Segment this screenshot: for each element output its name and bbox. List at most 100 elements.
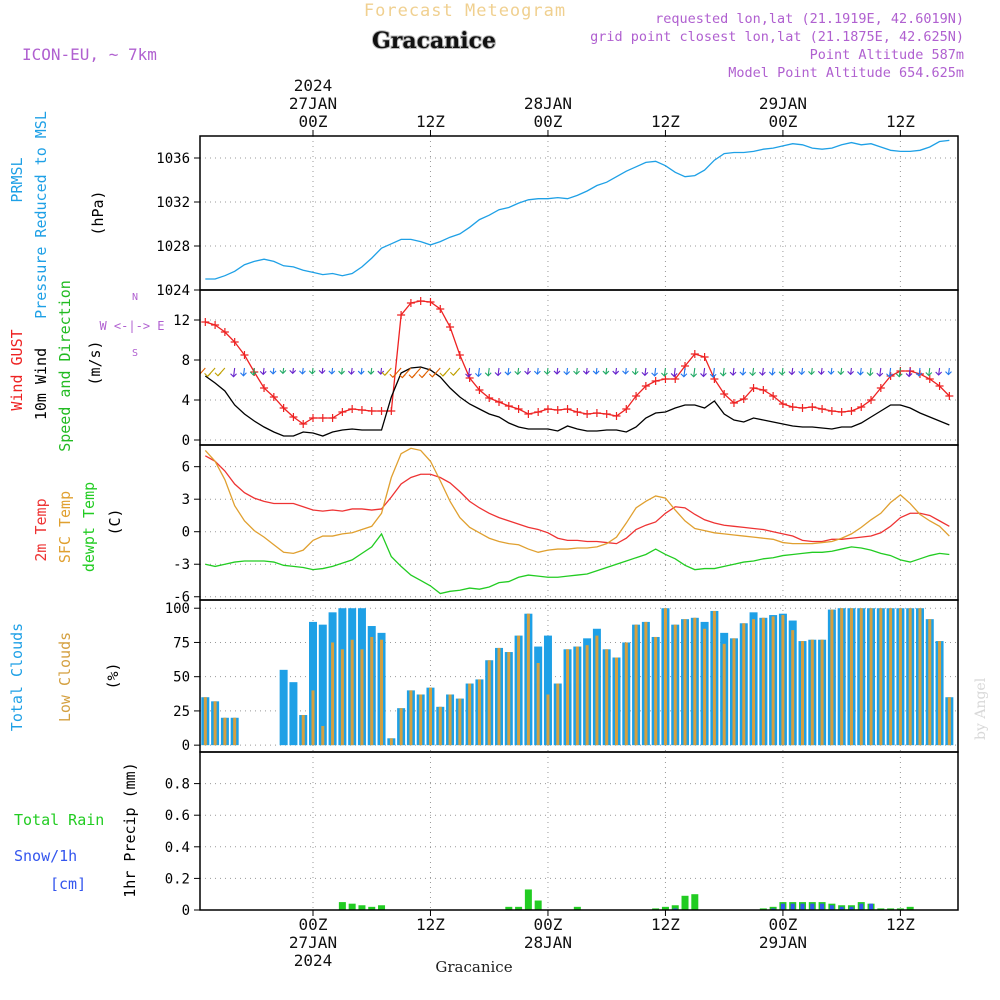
bar-low-cloud bbox=[918, 608, 922, 746]
ylabel-unit: (hPa) bbox=[89, 190, 107, 235]
wind-arrow bbox=[556, 367, 559, 375]
panel-pressure: 1024 1028 1032 1036 PRMSL Pressure Reduced to… bbox=[8, 111, 959, 319]
gust-marker bbox=[367, 407, 376, 415]
plot-area bbox=[200, 297, 954, 437]
gust-marker bbox=[808, 403, 817, 411]
bar-low-cloud bbox=[360, 649, 364, 746]
location-title: Gracanice bbox=[372, 28, 496, 54]
bar-low-cloud bbox=[605, 649, 609, 746]
wind-arrowhead bbox=[945, 371, 952, 376]
gust-marker bbox=[543, 405, 552, 413]
wind-arrowhead bbox=[690, 373, 698, 378]
gust-marker bbox=[201, 318, 210, 326]
gust-marker bbox=[357, 406, 366, 414]
plot-area bbox=[205, 139, 950, 280]
bar-total-cloud bbox=[309, 621, 317, 746]
time-label: 2024 bbox=[294, 76, 333, 95]
gust-marker bbox=[446, 323, 455, 331]
wind-arrowhead bbox=[935, 371, 943, 376]
bar-low-cloud bbox=[399, 708, 403, 746]
wind-arrow bbox=[467, 367, 471, 377]
ytick-label: 3 bbox=[182, 492, 190, 508]
gust-marker bbox=[240, 351, 249, 359]
wind-arrow bbox=[262, 367, 265, 375]
bar-low-cloud bbox=[663, 608, 667, 746]
wind-arrowhead bbox=[661, 372, 668, 377]
gust-marker bbox=[328, 414, 337, 422]
wind-arrowhead bbox=[837, 370, 845, 376]
bar-rain bbox=[661, 906, 669, 910]
bar-low-cloud bbox=[791, 630, 795, 746]
gust-marker bbox=[279, 404, 288, 412]
bar-rain bbox=[348, 903, 356, 910]
ytick-label: 0.6 bbox=[165, 808, 190, 824]
bar-low-cloud bbox=[644, 621, 648, 746]
bar-low-cloud bbox=[732, 638, 736, 746]
wind-arrow bbox=[732, 367, 735, 376]
time-label: 00Z bbox=[768, 915, 797, 934]
bar-snow bbox=[810, 903, 815, 910]
bar-low-cloud bbox=[340, 649, 344, 746]
bar-low-cloud bbox=[409, 690, 413, 746]
wind-arrowhead bbox=[367, 370, 375, 375]
gust-marker bbox=[318, 414, 327, 422]
wind-arrowhead bbox=[357, 370, 365, 375]
gust-marker bbox=[260, 384, 269, 392]
bar-rain bbox=[652, 908, 660, 910]
wind-arrowhead bbox=[866, 372, 874, 377]
series-line-prmsl bbox=[205, 139, 950, 280]
series-line-2m-temp bbox=[204, 455, 950, 545]
wind-arrow bbox=[869, 367, 872, 376]
wind-arrowhead bbox=[798, 370, 806, 376]
bar-snow bbox=[849, 906, 854, 910]
ytick-label: 12 bbox=[173, 313, 190, 329]
wind-arrowhead bbox=[847, 370, 855, 376]
gust-marker bbox=[602, 410, 611, 418]
gust-marker bbox=[935, 382, 944, 390]
bar-low-cloud bbox=[947, 697, 951, 746]
wind-arrowhead bbox=[612, 370, 620, 375]
bar-rain bbox=[887, 908, 895, 910]
wind-arrowhead bbox=[514, 370, 522, 376]
wind-arrow bbox=[673, 367, 676, 377]
wind-arrowhead bbox=[428, 373, 436, 378]
wind-arrowhead bbox=[484, 372, 492, 377]
bar-rain bbox=[358, 905, 366, 910]
gust-marker bbox=[220, 328, 229, 336]
ylabel-pressure: Pressure Reduced to MSL bbox=[32, 111, 50, 319]
gust-marker bbox=[348, 405, 357, 413]
gust-marker bbox=[641, 382, 650, 390]
time-label: 00Z bbox=[299, 915, 328, 934]
wind-arrowhead bbox=[230, 373, 237, 378]
bar-low-cloud bbox=[869, 608, 873, 746]
compass-s: S bbox=[132, 348, 138, 359]
wind-arrowhead bbox=[494, 372, 502, 377]
wind-arrow bbox=[791, 367, 794, 375]
bar-low-cloud bbox=[213, 701, 217, 746]
wind-arrowhead bbox=[439, 372, 447, 377]
wind-arrowhead bbox=[408, 374, 416, 379]
bar-low-cloud bbox=[428, 687, 432, 746]
wind-arrowhead bbox=[465, 373, 472, 378]
ytick-label: 0.2 bbox=[165, 871, 190, 887]
bar-low-cloud bbox=[585, 645, 589, 746]
wind-arrowhead bbox=[299, 370, 306, 375]
gust-marker bbox=[592, 409, 601, 417]
ylabel-low: Low Clouds bbox=[56, 632, 74, 722]
wind-arrow bbox=[820, 367, 823, 375]
gust-marker bbox=[847, 407, 856, 415]
time-label: 00Z bbox=[768, 112, 797, 131]
ytick-label: 4 bbox=[182, 393, 190, 409]
wind-arrowhead bbox=[729, 371, 737, 376]
ylabel-direction: Speed and Direction bbox=[56, 280, 74, 452]
plot-area bbox=[204, 447, 950, 595]
wind-arrowhead bbox=[389, 373, 397, 379]
gust-marker bbox=[837, 408, 846, 416]
gust-marker bbox=[632, 392, 641, 400]
wind-arrow bbox=[801, 367, 804, 375]
bar-low-cloud bbox=[301, 715, 305, 746]
bar-rain bbox=[368, 906, 376, 910]
wind-arrow bbox=[360, 367, 363, 375]
ytick-label: 0.4 bbox=[165, 840, 190, 856]
bar-rain bbox=[515, 906, 523, 910]
